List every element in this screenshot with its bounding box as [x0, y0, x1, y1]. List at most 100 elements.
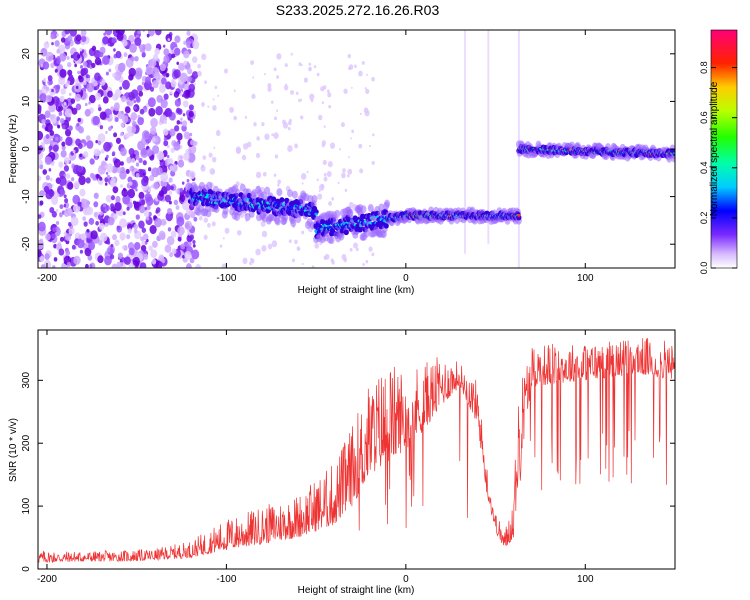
noise-blob: [183, 152, 190, 161]
faint-blob: [365, 88, 370, 95]
noise-blob: [189, 119, 194, 124]
noise-blob: [168, 177, 173, 183]
faint-blob: [274, 154, 279, 159]
noise-blob: [171, 248, 177, 255]
noise-blob: [162, 149, 168, 156]
faint-blob: [207, 223, 211, 228]
noise-blob: [67, 61, 72, 68]
noise-blob: [161, 258, 166, 264]
noise-blob: [45, 51, 54, 62]
noise-blob: [59, 68, 67, 78]
noise-blob: [155, 207, 161, 213]
trace-halo: [205, 209, 212, 218]
noise-blob: [154, 217, 162, 228]
noise-blob: [133, 229, 138, 234]
faint-blob: [212, 98, 215, 101]
noise-blob: [142, 172, 146, 176]
noise-blob: [139, 44, 143, 49]
noise-blob: [59, 52, 67, 62]
noise-blob: [77, 117, 81, 123]
noise-blob: [89, 158, 95, 165]
faint-blob: [327, 92, 332, 98]
faint-blob: [251, 93, 256, 100]
noise-blob: [167, 38, 171, 42]
noise-blob: [69, 30, 77, 37]
noise-blob: [52, 144, 59, 152]
noise-blob: [93, 192, 99, 199]
faint-blob: [316, 178, 319, 182]
faint-blob: [211, 221, 216, 227]
noise-blob: [84, 263, 89, 268]
noise-blob: [147, 167, 152, 172]
noise-blob: [57, 124, 61, 129]
noise-blob: [149, 185, 152, 189]
noise-blob: [128, 181, 133, 186]
faint-blob: [368, 144, 371, 148]
noise-blob: [88, 217, 95, 225]
noise-blob: [115, 195, 121, 203]
noise-blob: [105, 163, 114, 173]
noise-blob: [174, 125, 180, 132]
noise-blob: [125, 132, 130, 139]
noise-blob: [81, 35, 87, 43]
faint-blob: [328, 201, 332, 206]
noise-blob: [64, 30, 70, 35]
faint-blob: [331, 197, 335, 201]
noise-blob: [99, 176, 103, 181]
trace-halo: [360, 205, 367, 214]
faint-blob: [316, 72, 320, 77]
noise-blob: [126, 234, 131, 240]
faint-blob: [290, 90, 294, 95]
noise-blob: [77, 70, 81, 75]
noise-blob: [38, 145, 42, 155]
noise-blob: [45, 94, 53, 103]
noise-blob: [124, 256, 131, 265]
noise-blob: [164, 194, 172, 203]
noise-blob: [138, 90, 144, 97]
noise-blob: [156, 150, 164, 161]
faint-blob: [287, 126, 291, 131]
noise-blob: [179, 187, 184, 193]
noise-blob: [45, 189, 53, 200]
noise-blob: [61, 124, 66, 130]
noise-blob: [88, 241, 96, 251]
faint-blob: [199, 215, 203, 221]
trace-core: [314, 212, 318, 216]
faint-blob: [348, 201, 354, 208]
noise-blob: [135, 214, 140, 220]
faint-blob: [298, 98, 301, 103]
noise-blob: [86, 140, 94, 149]
faint-blob: [201, 164, 205, 169]
noise-blob: [151, 258, 157, 265]
faint-blob: [344, 188, 348, 192]
noise-blob: [115, 137, 121, 144]
faint-blob: [224, 227, 230, 234]
faint-blob: [267, 83, 272, 89]
noise-blob: [39, 255, 45, 262]
noise-blob: [105, 205, 110, 212]
faint-blob: [214, 85, 218, 90]
noise-blob: [85, 177, 91, 184]
noise-blob: [138, 220, 145, 229]
snr-frame: [37, 329, 676, 570]
noise-blob: [175, 189, 179, 193]
snr-y-tick-label: 0: [21, 566, 32, 572]
noise-blob: [42, 61, 50, 70]
noise-blob: [56, 58, 61, 65]
faint-blob: [347, 174, 350, 178]
noise-blob: [193, 216, 198, 222]
noise-blob: [109, 114, 113, 119]
noise-blob: [177, 108, 183, 115]
noise-blob: [59, 212, 63, 218]
noise-blob: [104, 182, 108, 186]
faint-blob: [250, 258, 255, 264]
faint-blob: [263, 72, 266, 76]
noise-blob: [102, 55, 110, 66]
faint-blob: [321, 143, 325, 148]
noise-blob: [129, 95, 134, 101]
faint-blob: [311, 265, 315, 268]
noise-blob: [187, 68, 193, 75]
noise-blob: [154, 47, 160, 55]
